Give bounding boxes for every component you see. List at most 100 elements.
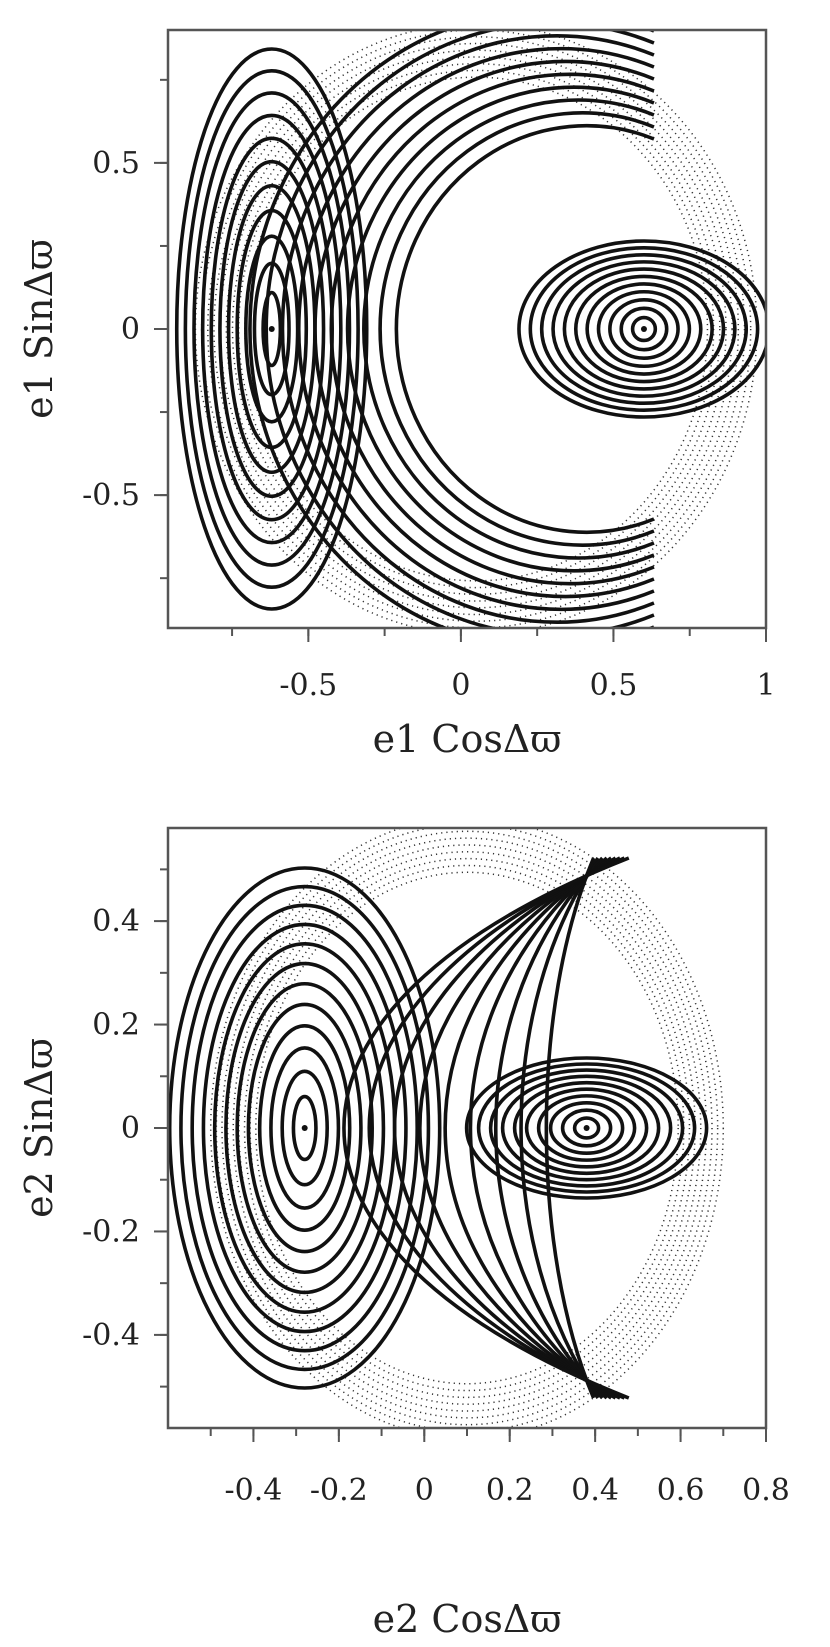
fixed-point [640, 326, 647, 332]
separatrix-curve [443, 856, 613, 1400]
libration-curve [562, 267, 726, 391]
libration-curve [585, 282, 703, 376]
chaotic-ring [219, 49, 733, 609]
y-tick-label: 0 [121, 1111, 140, 1146]
chaotic-ring [243, 857, 691, 1399]
x-tick-label: -0.2 [310, 1473, 368, 1508]
libration-curve [257, 1024, 352, 1232]
libration-curve [536, 1094, 637, 1162]
libration-curve [524, 1087, 649, 1169]
fixed-point [301, 1125, 308, 1131]
y-axis-label: e1 SinΔϖ [17, 239, 61, 419]
y-tick-label: 0 [121, 312, 140, 347]
y-tick-label: 0.2 [92, 1008, 140, 1043]
y-tick-label: -0.5 [82, 478, 140, 513]
separatrix-curve [367, 856, 626, 1400]
circulation-curve [394, 123, 655, 535]
chaotic-ring [231, 62, 721, 596]
libration-curve [572, 1116, 601, 1140]
fixed-point [583, 1125, 590, 1131]
x-tick-label: 0 [415, 1473, 434, 1508]
separatrix-curve [519, 856, 600, 1400]
x-tick-label: -0.5 [279, 668, 337, 703]
y-axis-label: e2 SinΔϖ [17, 1038, 61, 1218]
y-tick-label: 0.5 [92, 146, 140, 181]
circulation-curve [345, 85, 655, 573]
chaotic-ring [210, 828, 724, 1428]
circulation-curve [248, 30, 655, 628]
libration-curve [476, 1062, 697, 1194]
libration-curve [464, 1056, 709, 1200]
circulation-curve [378, 111, 655, 547]
x-tick-label: 1 [756, 668, 775, 703]
circulation-curve [362, 98, 655, 560]
chaotic-ring [215, 828, 719, 1428]
chaotic-ring [255, 871, 679, 1385]
y-tick-label: -0.2 [82, 1214, 140, 1249]
circulation-curve [280, 34, 655, 624]
circulation-curve [313, 59, 655, 599]
libration-curve [528, 246, 760, 412]
x-tick-label: 0.8 [742, 1473, 790, 1508]
libration-curve [517, 239, 766, 419]
libration-curve [190, 903, 419, 1353]
libration-curve [224, 961, 386, 1295]
libration-curve [235, 981, 374, 1275]
libration-curve [596, 289, 692, 369]
circulation-curve [329, 72, 655, 586]
libration-curve [179, 884, 431, 1372]
y-tick-label: 0.4 [92, 904, 140, 939]
plot-area [168, 828, 724, 1428]
circulation-curve [296, 46, 655, 612]
libration-curve [608, 298, 680, 360]
libration-curve [551, 260, 737, 398]
libration-curve [192, 91, 352, 567]
x-tick-label: 0 [451, 668, 470, 703]
separatrix-curve [493, 856, 604, 1400]
libration-curve [560, 1108, 613, 1148]
libration-curve [200, 113, 343, 545]
chaotic-ring [213, 42, 740, 616]
y-tick-label: -0.4 [82, 1318, 140, 1353]
libration-curve [619, 306, 669, 352]
circulation-curve [264, 30, 655, 628]
separatrix-curve [342, 856, 630, 1400]
chaotic-ring [225, 56, 727, 602]
libration-curve [183, 68, 360, 590]
libration-curve [269, 1046, 341, 1210]
libration-curve [512, 1080, 661, 1176]
x-tick-label: 0.5 [590, 668, 638, 703]
panel-e2: -0.4 -0.2 0 0.2 0.4 0.6 0.8 0.4 0.2 0 -0.2 -0.4 e2 C… [17, 826, 790, 1641]
libration-curve [261, 290, 283, 368]
libration-curve [548, 1101, 625, 1155]
separatrix-curve [392, 856, 621, 1400]
x-tick-label: -0.4 [224, 1473, 282, 1508]
plot-area [174, 30, 766, 628]
separatrix-curve [544, 857, 596, 1399]
libration-curve [500, 1074, 673, 1182]
libration-curve [168, 866, 442, 1390]
separatrix-curve [418, 856, 617, 1400]
x-axis-label: e1 CosΔϖ [373, 717, 562, 761]
libration-curve [280, 1069, 329, 1187]
libration-curve [573, 274, 714, 384]
x-tick-label: 0.6 [657, 1473, 705, 1508]
libration-curve [539, 252, 749, 406]
panel-e1: -0.5 0 0.5 1 0.5 0 -0.5 e1 CosΔϖ e1 SinΔϖ [17, 28, 776, 761]
libration-curve [246, 1002, 363, 1254]
x-axis-label: e2 CosΔϖ [373, 1597, 562, 1641]
chaotic-ring [221, 830, 713, 1426]
x-tick-label: 0.4 [571, 1473, 619, 1508]
chaotic-ring [232, 844, 702, 1412]
libration-curve [488, 1068, 685, 1188]
libration-curve [174, 47, 369, 611]
chaotic-ring [244, 76, 709, 582]
x-tick-label: 0.2 [486, 1473, 534, 1508]
libration-curve [291, 1094, 318, 1162]
libration-curve [201, 922, 408, 1334]
libration-curve [218, 159, 326, 499]
fixed-point [268, 326, 275, 332]
separatrix-curve [468, 856, 608, 1400]
libration-curve [630, 315, 658, 343]
